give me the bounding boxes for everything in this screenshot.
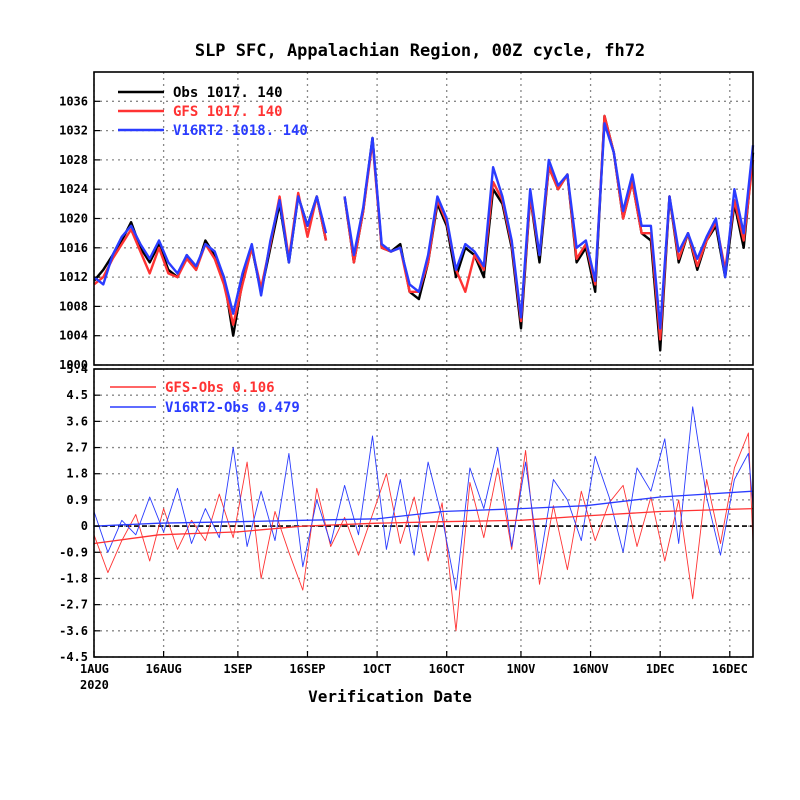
series-line-running-mean-2 <box>93 507 754 545</box>
series-line-v16rt2 <box>93 122 755 330</box>
slp-panel: 1000 1004 1008 1012 1016 1020 1024 1028 1032 1036… <box>59 71 755 372</box>
y-tick-label: 0.9 <box>66 493 88 507</box>
x-tick-label: 16SEP <box>289 662 325 676</box>
y-tick-label: 1028 <box>59 153 88 167</box>
x-tick-label: 1NOV <box>507 662 536 676</box>
legend-label: V16RT2-Obs 0.479 <box>165 400 300 416</box>
y-tick-label: -2.7 <box>59 598 88 612</box>
y-tick-label: 0 <box>81 519 88 533</box>
y-tick-label: -1.8 <box>59 571 88 585</box>
y-tick-label: 1004 <box>59 329 88 343</box>
plot-frame <box>93 368 754 658</box>
legend-label: GFS 1017. 140 <box>173 104 283 120</box>
series-line-obs <box>93 114 755 352</box>
y-tick-label: 4.5 <box>66 388 88 402</box>
legend-label: V16RT2 1018. 140 <box>173 123 308 139</box>
x-axis: 1AUG 16AUG 1SEP 16SEP 1OCT 16OCT 1NOV 16NOV 1DEC… <box>80 651 748 692</box>
y-tick-label: 1036 <box>59 94 88 108</box>
x-tick-label: 1SEP <box>223 662 252 676</box>
legend-label: GFS-Obs 0.106 <box>165 380 275 396</box>
x-tick-label: 1DEC <box>646 662 675 676</box>
series-line-gfs <box>93 114 755 341</box>
x-year-label: 2020 <box>80 678 109 692</box>
series-line-running-mean-3 <box>93 490 754 527</box>
y-tick-label: 1012 <box>59 270 88 284</box>
y-tick-label: -3.6 <box>59 624 88 638</box>
x-axis-label: Verification Date <box>308 687 472 706</box>
y-tick-label: 1020 <box>59 212 88 226</box>
chart-title: SLP SFC, Appalachian Region, 00Z cycle, … <box>195 41 645 61</box>
y-tick-label: 1008 <box>59 299 88 313</box>
difference-panel: -4.5 -3.6 -2.7 -1.8 -0.9 0 0.9 1.8 2.7 3.6 4.5 5.4 G… <box>59 362 754 664</box>
legend-label: Obs 1017. 140 <box>173 85 283 101</box>
x-tick-label: 1AUG <box>80 662 109 676</box>
y-tick-label: 2.7 <box>66 441 88 455</box>
y-tick-label: 1000 <box>59 358 88 372</box>
y-tick-label: 1032 <box>59 124 88 138</box>
series-line-v16rt2-obs <box>93 406 754 591</box>
y-tick-label: 1.8 <box>66 467 88 481</box>
y-tick-label: 3.6 <box>66 414 88 428</box>
y-tick-label: -0.9 <box>59 545 88 559</box>
y-tick-label: -4.5 <box>59 650 88 664</box>
y-tick-label: 5.4 <box>66 362 88 376</box>
x-tick-label: 1OCT <box>363 662 392 676</box>
x-tick-label: 16OCT <box>429 662 465 676</box>
y-tick-label: 1016 <box>59 241 88 255</box>
x-tick-label: 16DEC <box>712 662 748 676</box>
series-line-gfs-obs <box>93 432 754 632</box>
y-tick-label: 1024 <box>59 182 88 196</box>
x-tick-label: 16AUG <box>146 662 182 676</box>
x-tick-label: 16NOV <box>573 662 609 676</box>
